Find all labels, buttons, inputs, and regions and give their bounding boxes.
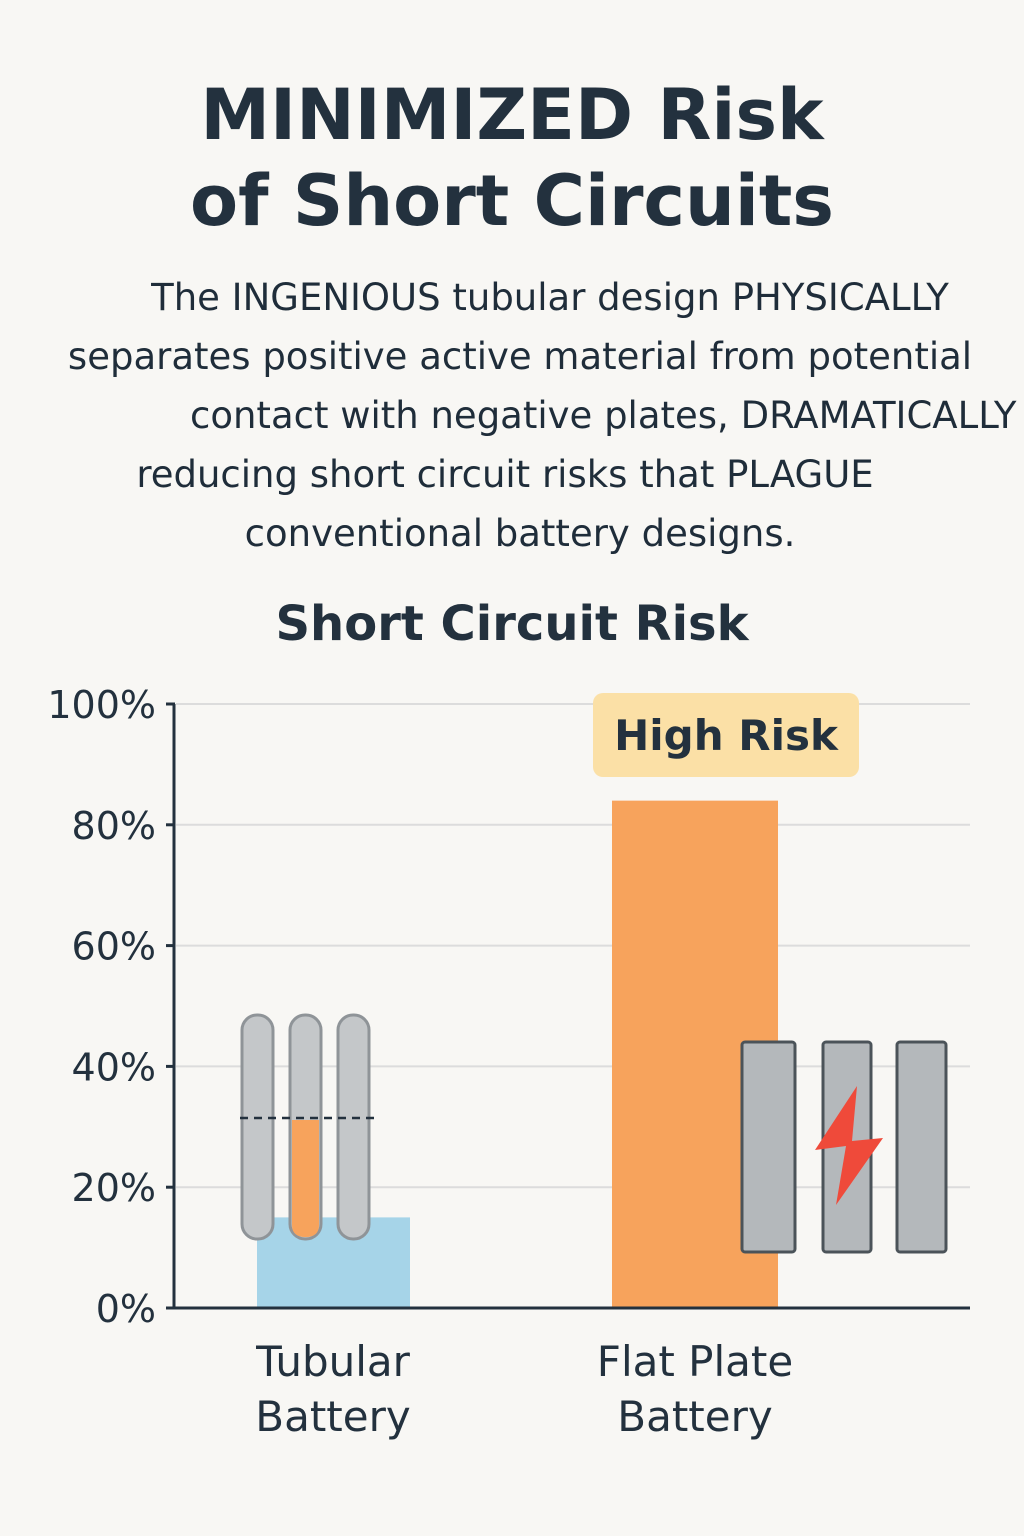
description-line-2: separates positive active material from … [67,335,973,378]
y-tick-label: 40% [72,1045,156,1089]
description: The INGENIOUS tubular design PHYSICALLY … [40,268,1017,563]
category-label-tubular: Tubular Battery [255,1337,411,1441]
description-line-1: The INGENIOUS tubular design PHYSICALLY [151,276,949,319]
y-tick-label: 100% [47,683,156,727]
bars [257,800,778,1308]
description-line-4: reducing short circuit risks that PLAGUE [136,453,874,496]
headline-line-1: MINIMIZED Risk [200,74,824,156]
y-tick-labels: 0% 20% 40% 60% 80% 100% [47,683,175,1331]
y-tick-label: 80% [72,804,156,848]
y-tick-label: 20% [72,1166,156,1210]
category-label-flat-plate: Flat Plate Battery [596,1337,794,1441]
description-line-5: conventional battery designs. [244,512,796,555]
tubular-plates-icon [240,1013,374,1241]
description-line-3: contact with negative plates, DRAMATICAL… [190,394,1017,437]
y-tick-label: 60% [72,925,156,969]
chart-title: Short Circuit Risk [275,596,749,652]
flat-plates-spark-icon [740,1040,948,1254]
bar-tubular-battery [257,1217,410,1308]
y-tick-label: 0% [96,1287,156,1331]
headline: MINIMIZED Risk of Short Circuits [0,72,1024,244]
high-risk-badge: High Risk [593,693,859,777]
spark-icon [815,1086,883,1205]
headline-line-2: of Short Circuits [190,160,834,242]
